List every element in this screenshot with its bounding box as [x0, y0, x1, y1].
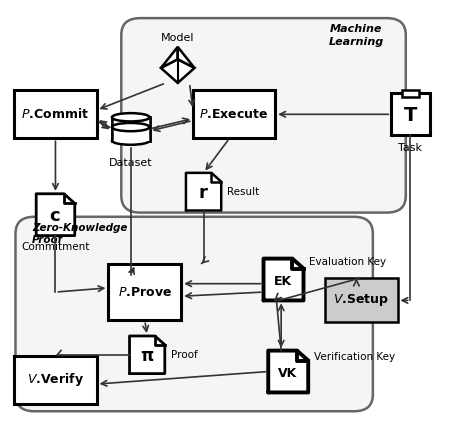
Text: r: r	[199, 184, 208, 202]
Polygon shape	[268, 351, 308, 392]
Polygon shape	[130, 336, 165, 373]
Text: Proof: Proof	[171, 350, 197, 360]
Bar	[324, 278, 397, 322]
Bar	[403, 90, 419, 97]
Text: c: c	[50, 208, 60, 225]
Polygon shape	[161, 47, 178, 68]
Text: $\it{V}$.Setup: $\it{V}$.Setup	[333, 293, 389, 309]
FancyBboxPatch shape	[121, 18, 406, 213]
Polygon shape	[263, 258, 304, 301]
Text: Result: Result	[227, 187, 259, 197]
Text: VK: VK	[278, 367, 298, 380]
Ellipse shape	[112, 123, 149, 131]
FancyBboxPatch shape	[16, 217, 373, 411]
Text: $\it{P}$.Prove: $\it{P}$.Prove	[118, 285, 172, 298]
Text: $\it{P}$.Commit: $\it{P}$.Commit	[21, 107, 89, 121]
Bar	[14, 90, 96, 139]
Bar	[14, 356, 96, 404]
Polygon shape	[178, 47, 194, 68]
Text: Dataset: Dataset	[109, 158, 152, 168]
Text: T: T	[404, 107, 417, 125]
Text: Model: Model	[161, 33, 194, 43]
Ellipse shape	[112, 136, 149, 145]
Ellipse shape	[112, 113, 149, 121]
Text: $\it{P}$.Execute: $\it{P}$.Execute	[200, 108, 269, 121]
Bar	[112, 117, 149, 141]
Text: Commitment: Commitment	[21, 242, 90, 252]
Bar	[108, 264, 181, 320]
Text: Zero-Knowledge
Proof: Zero-Knowledge Proof	[32, 223, 127, 245]
Text: Task: Task	[398, 143, 422, 153]
Bar	[193, 90, 275, 139]
Text: π: π	[140, 347, 153, 365]
Text: Verification Key: Verification Key	[314, 352, 395, 362]
Bar	[391, 93, 430, 135]
Text: EK: EK	[274, 274, 292, 288]
Polygon shape	[186, 173, 221, 210]
Text: Machine
Learning: Machine Learning	[329, 24, 384, 47]
Text: $\it{V}$.Verify: $\it{V}$.Verify	[27, 371, 84, 389]
Polygon shape	[36, 194, 75, 236]
Text: Evaluation Key: Evaluation Key	[309, 257, 386, 267]
Polygon shape	[161, 59, 194, 83]
